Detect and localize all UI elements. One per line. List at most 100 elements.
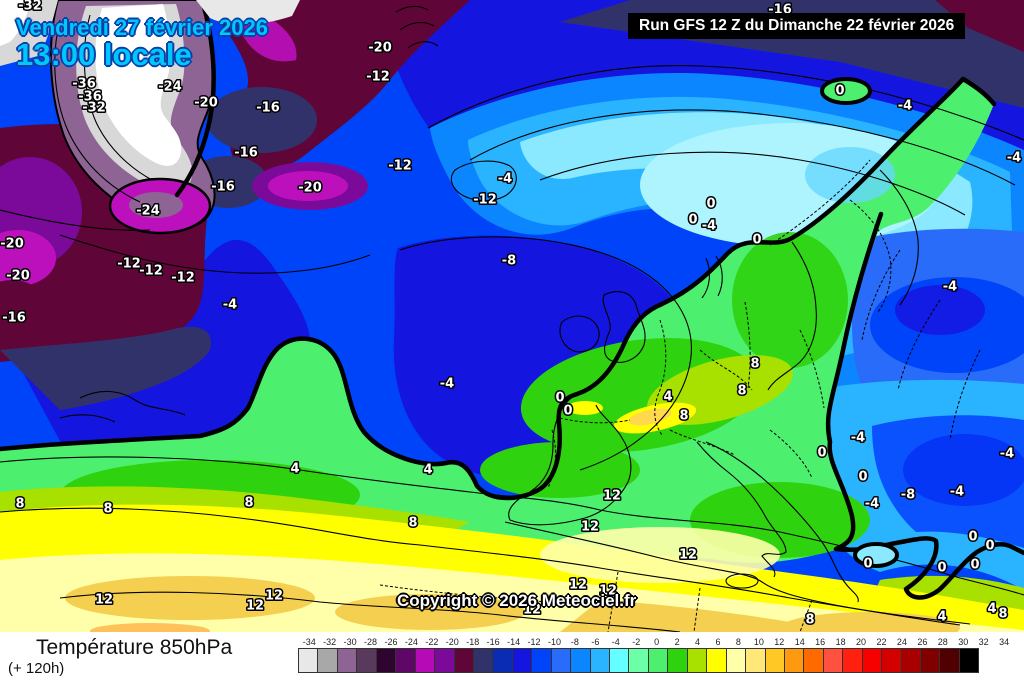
temp-label: -4 <box>440 377 454 392</box>
scale-color-cell <box>434 648 455 673</box>
scale-color-cell <box>531 648 552 673</box>
scale-color-cell <box>453 648 474 673</box>
scale-color-cell <box>628 648 649 673</box>
temp-label: -20 <box>194 96 218 111</box>
temp-label: 12 <box>95 593 113 608</box>
temp-label: 12 <box>246 599 264 614</box>
temp-label: -32 <box>82 101 106 116</box>
temp-label: 8 <box>103 502 112 517</box>
scale-tick: -32 <box>323 637 337 647</box>
scale-color-cell <box>822 648 844 673</box>
scale-tick: 10 <box>753 637 764 647</box>
scale-tick: -8 <box>570 637 579 647</box>
temp-label: 0 <box>970 558 979 573</box>
color-scale-ticks: -34 -32 -30 -28 -26 -24 -22 -20 -18 -16 -14 -12 -10-… <box>299 637 1017 647</box>
scale-color-cell <box>375 648 397 673</box>
legend-subtitle: (+ 120h) <box>8 660 65 677</box>
scale-color-cell <box>900 648 921 673</box>
scale-color-cell <box>647 648 669 673</box>
temp-label: -4 <box>950 485 964 500</box>
scale-tick: 0 <box>654 637 660 647</box>
temp-label: 0 <box>563 404 572 419</box>
scale-color-cell <box>667 648 688 673</box>
temp-label: -4 <box>943 280 957 295</box>
scale-color-cell <box>395 648 416 673</box>
temp-label: -12 <box>139 264 163 279</box>
temp-label: 8 <box>805 613 814 628</box>
scale-tick: -26 <box>384 637 398 647</box>
temp-label: 4 <box>290 462 299 477</box>
scale-tick: 28 <box>937 637 948 647</box>
scale-color-cell <box>958 648 980 673</box>
scale-tick: 32 <box>978 637 989 647</box>
temp-label: 0 <box>835 84 844 99</box>
temp-label: 12 <box>679 548 697 563</box>
temp-label: -4 <box>1000 447 1014 462</box>
temp-label: 0 <box>688 213 697 228</box>
scale-tick: -16 <box>486 637 500 647</box>
temp-label: 8 <box>737 384 746 399</box>
scale-tick: -4 <box>611 637 620 647</box>
legend-title: Température 850hPa <box>36 636 233 659</box>
temp-label: -4 <box>498 172 512 187</box>
scale-tick: -6 <box>591 637 600 647</box>
temp-label: 8 <box>244 496 253 511</box>
scale-tick: 30 <box>958 637 969 647</box>
temp-label: -12 <box>171 271 195 286</box>
temp-label: -20 <box>6 269 30 284</box>
temp-label: -16 <box>234 146 258 161</box>
scale-color-cell <box>725 648 747 673</box>
scale-color-cell <box>550 648 572 673</box>
thin-contours <box>0 5 1024 632</box>
scale-tick: -2 <box>632 637 641 647</box>
temp-label: 0 <box>858 470 867 485</box>
temp-label: 0 <box>817 446 826 461</box>
scale-tick: -14 <box>507 637 521 647</box>
temp-label: 0 <box>985 539 994 554</box>
temp-label: -36 <box>72 77 96 92</box>
temp-label: 8 <box>15 497 24 512</box>
temp-label: -20 <box>0 237 24 252</box>
scale-tick: 26 <box>917 637 928 647</box>
scale-tick: 8 <box>735 637 741 647</box>
scale-color-cell <box>511 648 533 673</box>
scale-tick: 16 <box>815 637 826 647</box>
scale-color-cell <box>842 648 863 673</box>
zero-isotherm <box>0 76 1024 600</box>
scale-tick: -30 <box>343 637 357 647</box>
scale-color-cell <box>881 648 902 673</box>
scale-tick: 20 <box>856 637 867 647</box>
temp-label: -4 <box>898 99 912 114</box>
scale-color-cell <box>783 648 805 673</box>
temp-label: 8 <box>750 357 759 372</box>
temp-label: 4 <box>423 463 432 478</box>
scale-tick: 18 <box>835 637 846 647</box>
temp-label: 8 <box>679 409 688 424</box>
legend-bar: Température 850hPa (+ 120h) -34 -32 -30 -28… <box>0 632 1024 683</box>
temp-label: -8 <box>901 488 915 503</box>
model-run-banner: Run GFS 12 Z du Dimanche 22 février 2026 <box>628 13 966 39</box>
temp-label: -8 <box>502 254 516 269</box>
scale-color-cell <box>492 648 513 673</box>
temp-label: 12 <box>581 520 599 535</box>
scale-tick: 6 <box>715 637 721 647</box>
country-borders <box>379 159 981 632</box>
scale-tick: 24 <box>896 637 907 647</box>
temp-label: -16 <box>2 311 26 326</box>
scale-color-cell <box>686 648 708 673</box>
temperature-labels: -32-36-36-32-24-20 -16-20-12-16-16 -20-24-… <box>0 0 1023 629</box>
scale-tick: 14 <box>794 637 805 647</box>
temp-label: 0 <box>863 557 872 572</box>
temp-label: 8 <box>998 607 1007 622</box>
scale-color-cell <box>803 648 824 673</box>
temp-label: -4 <box>223 298 237 313</box>
temp-label: -24 <box>158 80 182 95</box>
temp-label: -20 <box>298 181 322 196</box>
temp-label: -16 <box>211 180 235 195</box>
scale-color-cell <box>609 648 630 673</box>
temp-label: -4 <box>851 431 865 446</box>
temp-label: -12 <box>388 159 412 174</box>
temp-label: -4 <box>702 219 716 234</box>
scale-color-cell <box>472 648 494 673</box>
temp-label: -20 <box>368 41 392 56</box>
